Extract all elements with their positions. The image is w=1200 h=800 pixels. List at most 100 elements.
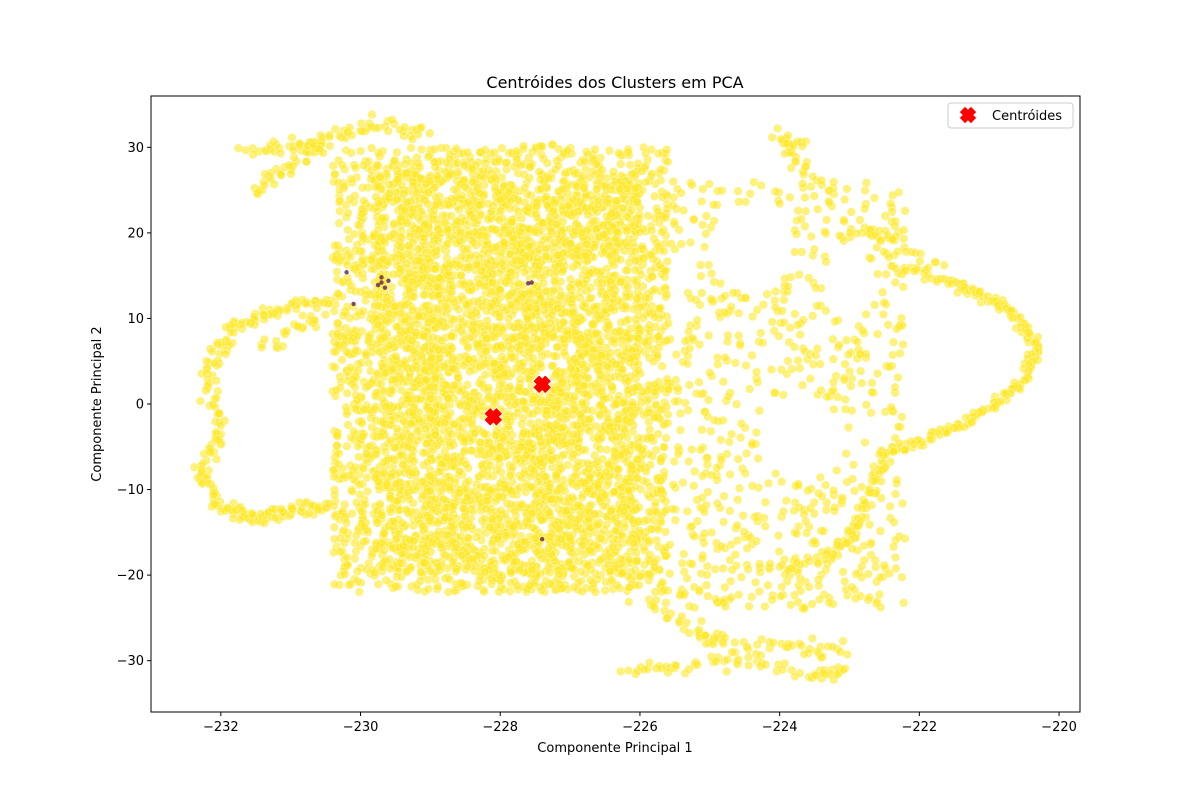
cluster-point [597,432,607,442]
cluster-point [391,351,401,361]
cluster-point [535,175,546,185]
cluster-point [442,253,452,263]
cluster-point [449,461,459,472]
cluster-point [594,409,604,419]
cluster-point [371,544,381,554]
cluster-point [444,200,454,210]
cluster-point [430,200,440,210]
cluster-point [582,328,593,338]
cluster-point [486,557,496,567]
cluster-point [452,216,462,226]
cluster-point [634,516,644,526]
cluster-point [414,256,424,266]
cluster-point [659,246,669,256]
cluster-point [333,288,343,298]
cluster-point [613,519,623,529]
cluster-point [381,402,391,412]
cluster-point [345,363,355,373]
cluster-point [418,448,428,458]
cluster-point [596,283,606,293]
cluster-point [414,415,424,425]
cluster-point [434,345,444,355]
cluster-point [514,565,525,575]
cluster-point [524,438,534,448]
cluster-point [557,184,568,194]
cluster-point [385,564,395,574]
cluster-point [497,378,507,388]
cluster-point [503,450,513,460]
cluster-point [416,567,426,577]
cluster-point [565,283,575,293]
cluster-point [524,241,534,252]
cluster-point [506,196,516,206]
cluster-point [572,357,582,368]
cluster-point [366,342,376,352]
cluster-point [359,405,369,415]
cluster-point [499,238,509,248]
cluster-point [418,386,429,396]
cluster-point [560,406,570,416]
cluster-point [358,183,368,193]
cluster-point [494,492,504,502]
cluster-point [544,543,554,553]
cluster-point [513,278,524,288]
cluster-point [443,239,453,249]
cluster-point [406,143,416,153]
cluster-point [568,262,578,272]
cluster-point [439,362,449,372]
cluster-point [569,208,579,218]
cluster-point [609,487,619,497]
cluster-point [542,158,552,168]
cluster-point [559,347,569,357]
cluster-point [629,383,639,393]
cluster-point [428,315,438,325]
cluster-point [400,206,410,216]
cluster-point [634,580,644,590]
cluster-point [431,250,441,260]
cluster-point [375,347,385,357]
cluster-point [631,556,642,566]
cluster-point [356,506,367,516]
cluster-point [613,415,623,425]
cluster-point [432,171,442,181]
cluster-point [419,290,429,300]
cluster-point [423,199,433,209]
cluster-point [505,204,515,214]
cluster-point [441,452,451,463]
cluster-point [386,507,396,517]
cluster-point [362,472,372,483]
cluster-point [425,471,435,481]
cluster-point [398,460,408,470]
cluster-point [358,160,369,170]
cluster-point [505,586,515,596]
cluster-point [519,468,529,478]
cluster-point [556,534,566,544]
cluster-point [459,434,469,444]
cluster-point [448,501,459,511]
cluster-point [565,533,575,543]
cluster-point [450,419,460,429]
cluster-point [494,587,504,597]
cluster-point [577,492,587,503]
cluster-point [620,424,630,435]
cluster-point [335,206,345,216]
cluster-point [626,354,636,364]
cluster-point [548,285,558,295]
cluster-point [646,145,656,155]
cluster-point [545,532,555,542]
cluster-point [582,275,592,285]
cluster-point [416,394,426,404]
cluster-point [351,497,362,508]
cluster-point [484,449,494,459]
cluster-point [493,534,503,544]
cluster-point [434,562,444,572]
cluster-point [399,189,409,199]
cluster-point [515,255,526,266]
cluster-point [544,508,554,518]
cluster-point [416,173,426,183]
cluster-point [475,437,486,448]
cluster-point [437,335,447,345]
cluster-point [407,468,417,478]
cluster-point [494,453,505,463]
cluster-point [615,277,626,287]
